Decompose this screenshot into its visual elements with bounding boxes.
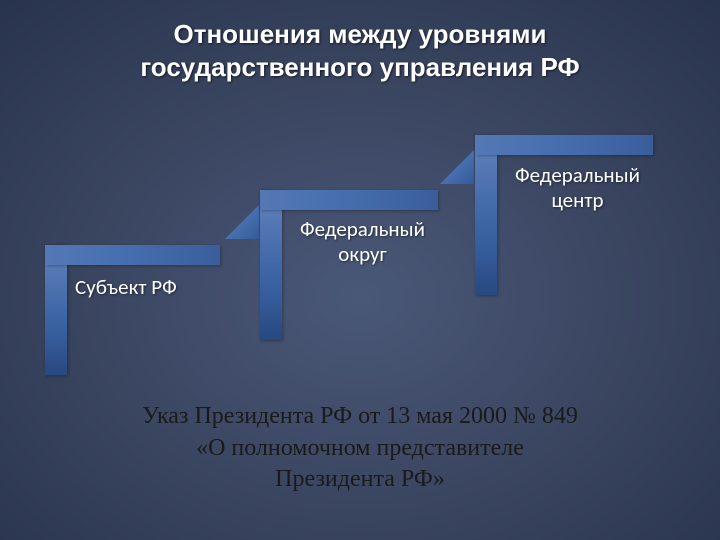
footer-line-1: Указ Президента РФ от 13 мая 2000 № 849 — [142, 403, 578, 429]
step-2-riser — [260, 190, 282, 340]
step-3-riser — [475, 135, 497, 295]
title-line-2: государственного управления РФ — [140, 52, 579, 82]
step-3-tread — [475, 135, 653, 155]
title-line-1: Отношения между уровнями — [173, 19, 546, 49]
arrow-2 — [440, 150, 474, 184]
arrow-1 — [225, 205, 259, 239]
page-title: Отношения между уровнями государственног… — [0, 18, 720, 83]
footer-citation: Указ Президента РФ от 13 мая 2000 № 849 … — [0, 401, 720, 495]
step-3-label: Федеральный центр — [500, 163, 655, 213]
step-2-label: Федеральный округ — [285, 217, 440, 267]
step-1-tread — [45, 245, 220, 265]
stair-diagram: Субъект РФ Федеральный округ Федеральный… — [0, 115, 720, 375]
footer-line-2: «О полномочном представителе — [196, 435, 524, 461]
step-1-label: Субъект РФ — [75, 275, 215, 300]
footer-line-3: Президента РФ» — [275, 466, 445, 492]
step-2-tread — [260, 190, 438, 210]
